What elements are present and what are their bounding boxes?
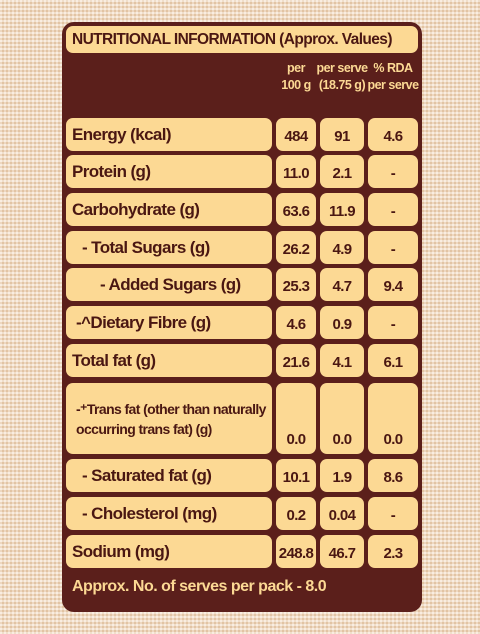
row-label: Sodium (mg) xyxy=(66,535,272,568)
row-label: Energy (kcal) xyxy=(66,118,272,151)
column-header: per 100 g xyxy=(272,60,320,94)
value-cell: 25.3 xyxy=(276,268,316,301)
header-line: per serve xyxy=(316,61,368,75)
value-cell: 0.0 xyxy=(320,383,364,454)
column-header: per serve (18.75 g) xyxy=(316,60,368,94)
row-label: -⁺Trans fat (other than naturally occurr… xyxy=(66,383,272,454)
value-cell: 248.8 xyxy=(276,535,316,568)
header-line: per xyxy=(287,61,305,75)
value-cell: - xyxy=(368,497,418,530)
header-line: per serve xyxy=(367,78,419,92)
value-cell: 6.1 xyxy=(368,344,418,377)
value-cell: - xyxy=(368,306,418,339)
header-line: (18.75 g) xyxy=(318,78,366,92)
value-cell: - xyxy=(368,155,418,188)
value-cell: 4.9 xyxy=(320,231,364,264)
value-cell: 91 xyxy=(320,118,364,151)
value-cell: 4.7 xyxy=(320,268,364,301)
title: NUTRITIONAL INFORMATION (Approx. Values) xyxy=(66,26,418,53)
row-label: - Total Sugars (g) xyxy=(66,231,272,264)
value-cell: 484 xyxy=(276,118,316,151)
row-label: Protein (g) xyxy=(66,155,272,188)
value-cell: 8.6 xyxy=(368,459,418,492)
row-label: Total fat (g) xyxy=(66,344,272,377)
value-cell: 11.9 xyxy=(320,193,364,226)
row-label: - Added Sugars (g) xyxy=(66,268,272,301)
header-line: 100 g xyxy=(281,78,311,92)
value-cell: - xyxy=(368,231,418,264)
value-cell: 46.7 xyxy=(320,535,364,568)
footer: Approx. No. of serves per pack - 8.0 xyxy=(72,578,327,595)
value-cell: 11.0 xyxy=(276,155,316,188)
header-line: % RDA xyxy=(373,61,413,75)
value-cell: 4.6 xyxy=(368,118,418,151)
value-cell: 21.6 xyxy=(276,344,316,377)
value-cell: - xyxy=(368,193,418,226)
column-header: % RDA per serve xyxy=(364,60,422,94)
value-cell: 63.6 xyxy=(276,193,316,226)
value-cell: 2.3 xyxy=(368,535,418,568)
value-cell: 0.2 xyxy=(276,497,316,530)
value-cell: 10.1 xyxy=(276,459,316,492)
row-label: - Cholesterol (mg) xyxy=(66,497,272,530)
value-cell: 1.9 xyxy=(320,459,364,492)
value-cell: 2.1 xyxy=(320,155,364,188)
value-cell: 0.0 xyxy=(368,383,418,454)
value-cell: 4.6 xyxy=(276,306,316,339)
value-cell: 0.9 xyxy=(320,306,364,339)
value-cell: 0.0 xyxy=(276,383,316,454)
value-cell: 9.4 xyxy=(368,268,418,301)
row-label: - Saturated fat (g) xyxy=(66,459,272,492)
value-cell: 4.1 xyxy=(320,344,364,377)
value-cell: 0.04 xyxy=(320,497,364,530)
value-cell: 26.2 xyxy=(276,231,316,264)
row-label: Carbohydrate (g) xyxy=(66,193,272,226)
row-label: -^Dietary Fibre (g) xyxy=(66,306,272,339)
